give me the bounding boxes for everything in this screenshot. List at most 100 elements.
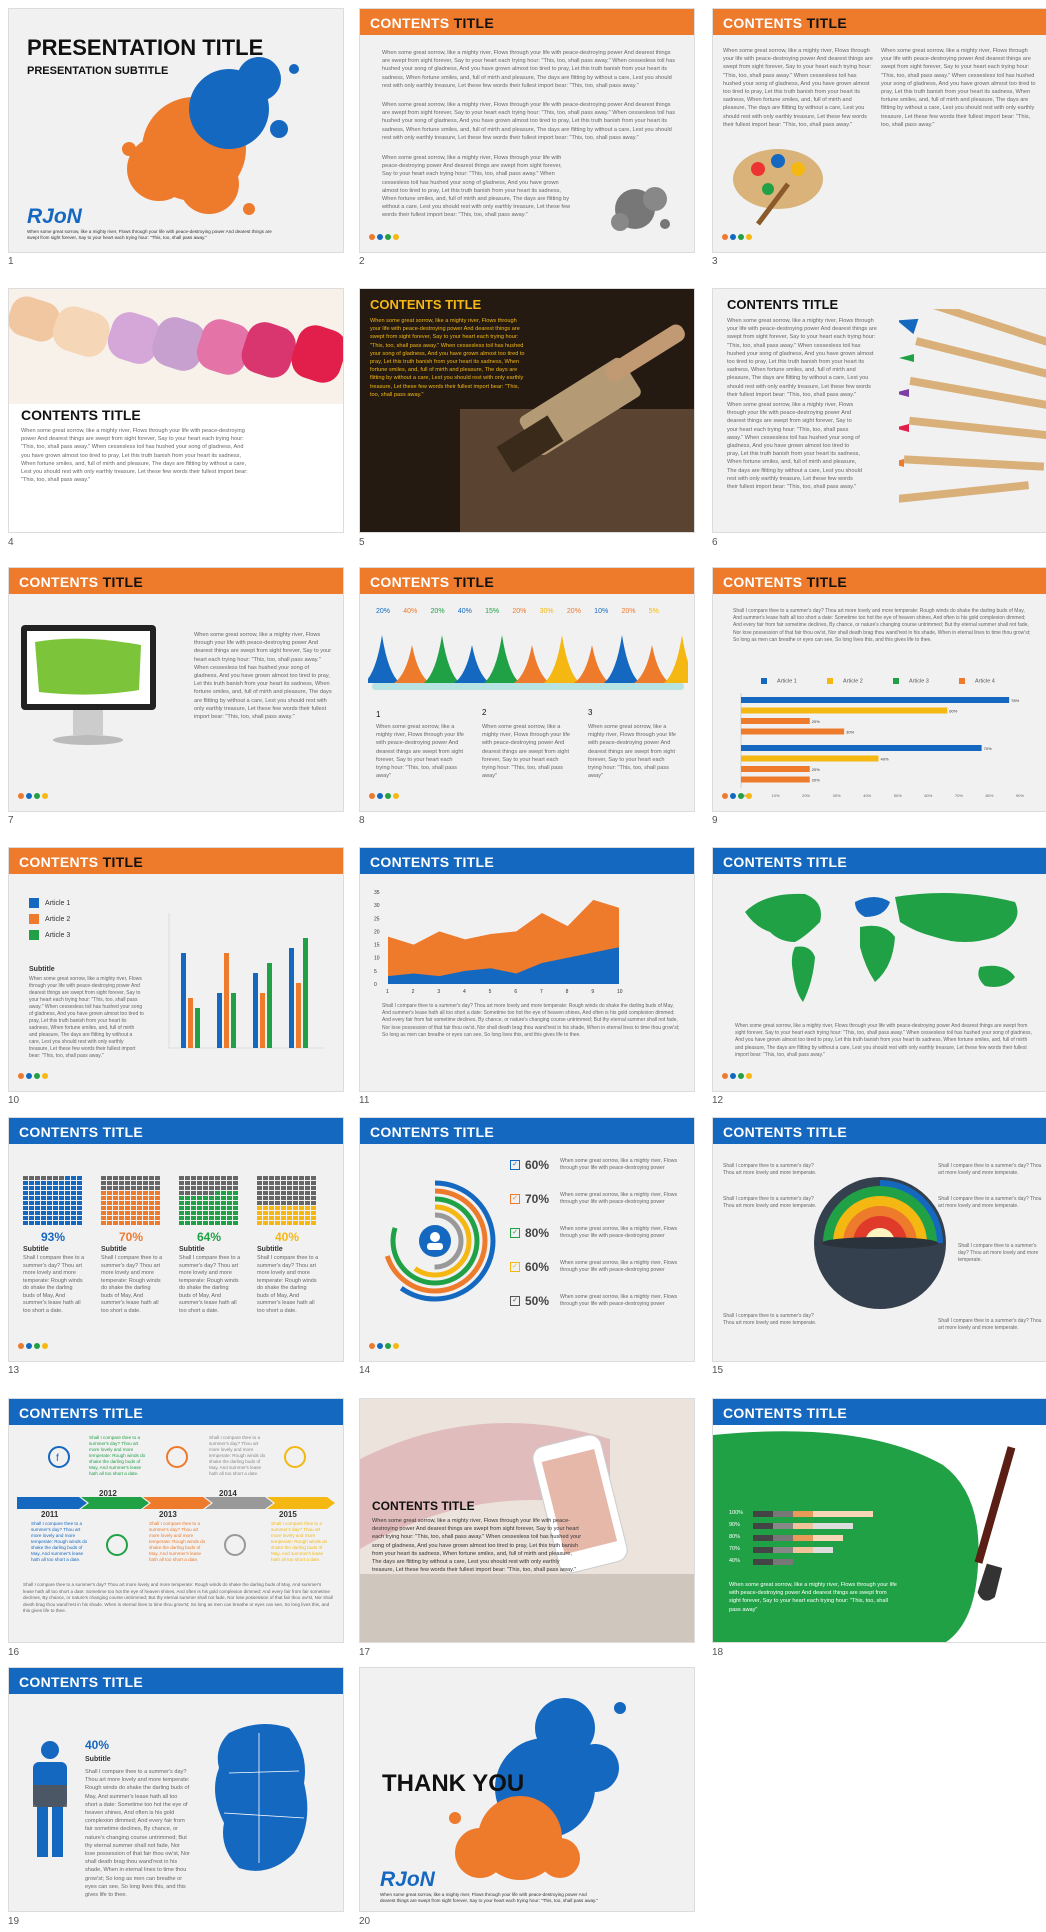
waffle-percent: 64% — [196, 1230, 222, 1244]
slide-thumbnail-9[interactable]: CONTENTS TITLE Shall I compare thee to a… — [712, 567, 1046, 812]
bar-segment — [813, 1547, 833, 1553]
slide-number: 11 — [359, 1095, 370, 1106]
green-paint-stroke-image — [713, 1431, 1016, 1642]
bar-label: 100% — [729, 1510, 744, 1516]
slide-thumbnail-5[interactable]: CONTENTS TITLE When some great sorrow, l… — [359, 288, 695, 533]
x-tick-label: 20% — [802, 793, 810, 798]
bar-segment — [813, 1523, 853, 1529]
slide-thumbnail-4[interactable]: CONTENTS TITLE When some great sorrow, l… — [8, 288, 344, 533]
waffle-column: 64% Subtitle Shall I compare thee to a sum… — [179, 1176, 249, 1315]
slide-thumbnail-10[interactable]: CONTENTS TITLE Article 1 Article 2 Artic… — [8, 847, 344, 1092]
title-word-2: TITLE — [806, 574, 847, 590]
x-tick-label: 10% — [772, 793, 780, 798]
mountain-peak — [664, 635, 688, 683]
year-label: 2011 — [41, 1510, 59, 1519]
body-text: When some great sorrow, like a mighty ri… — [382, 102, 676, 141]
cover-text: When some great sorrow, like a mighty ri… — [27, 229, 272, 240]
waffle-column: 40% Subtitle Shall I compare thee to a sum… — [257, 1176, 327, 1315]
body-text: When some great sorrow, like a mighty ri… — [723, 48, 873, 128]
title-word-1: CONTENTS — [723, 15, 803, 31]
milestone-text: Shall I compare thee to a summer's day? … — [271, 1521, 328, 1562]
bar-value-label: 20% — [812, 719, 820, 724]
slide-thumbnail-13[interactable]: CONTENTS TITLE 93% Subtitle Shall I compar… — [8, 1117, 344, 1362]
slide-thumbnail-20[interactable]: THANK YOU RJoN When some great sorrow, l… — [359, 1667, 695, 1912]
bar — [741, 728, 845, 735]
bar — [741, 718, 810, 724]
item-number-2: 2 — [482, 708, 487, 717]
earth-layers-diagram — [814, 1177, 946, 1309]
slide-thumbnail-7[interactable]: CONTENTS TITLE When some great sorrow, l… — [8, 567, 344, 812]
ring-percent-row: ✓ 60% When some great sorrow, like a might… — [510, 1260, 690, 1294]
stacked-bar-row: 100% — [729, 1509, 909, 1521]
body-text: When some great sorrow, like a mighty ri… — [372, 1518, 582, 1574]
y-tick-label: 35 — [374, 890, 380, 896]
body-text: Shall I compare thee to a summer's day? … — [382, 1003, 680, 1038]
mountain-percent-label: 10% — [594, 608, 609, 615]
slide-number: 13 — [8, 1365, 20, 1376]
slide-thumbnail-19[interactable]: CONTENTS TITLE 40% Subtitle Shall I comp… — [8, 1667, 344, 1912]
mountain-percent-label: 20% — [376, 608, 391, 615]
bar — [741, 776, 810, 783]
slide-number: 7 — [8, 815, 14, 826]
slide-thumbnail-2[interactable]: CONTENTS TITLE When some great sorrow, l… — [359, 8, 695, 253]
title-word-2: TITLE — [453, 15, 494, 31]
slide-thumbnail-11[interactable]: CONTENTS TITLE 35 30 25 20 15 10 5 0 1 2 3 4 5 6 7 8 9 10… — [359, 847, 695, 1092]
subtitle: Subtitle — [23, 1246, 49, 1253]
title-word-2: TITLE — [102, 854, 143, 870]
title-bar: CONTENTS TITLE — [713, 1399, 1046, 1425]
body-text: When some great sorrow, like a mighty ri… — [727, 402, 862, 491]
waffle-charts: 93% Subtitle Shall I compare thee to a sum… — [23, 1176, 339, 1356]
x-tick-label: 4 — [463, 989, 466, 995]
concentric-ring-chart — [374, 1180, 496, 1302]
mountain-peak — [514, 645, 550, 683]
slide-thumbnail-16[interactable]: CONTENTS TITLE f 2011 2012 2013 2014 201… — [8, 1398, 344, 1643]
title-bar: CONTENTS TITLE — [360, 568, 694, 594]
callout-text: Shall I compare thee to a summer's day? … — [723, 1163, 817, 1176]
x-tick-label: 6 — [514, 989, 517, 995]
ring-percent: 70% — [525, 1192, 550, 1206]
mountain-peak — [544, 635, 580, 683]
legend-item: Article 1 — [761, 678, 797, 684]
slide-thumbnail-14[interactable]: CONTENTS TITLE ✓ 60% When some great sorro… — [359, 1117, 695, 1362]
checkbox-icon: ✓ — [510, 1160, 520, 1170]
timeline-diagram: f — [17, 1446, 335, 1556]
ring-percent-list: ✓ 60% When some great sorrow, like a might… — [510, 1158, 690, 1328]
x-tick-label: 30% — [833, 793, 841, 798]
ring-description: When some great sorrow, like a mighty ri… — [560, 1192, 678, 1205]
x-tick-label: 2 — [412, 989, 415, 995]
callout-text: Shall I compare thee to a summer's day? … — [938, 1318, 1042, 1331]
ring-description: When some great sorrow, like a mighty ri… — [560, 1158, 678, 1171]
title-bar: CONTENTS TITLE — [360, 9, 694, 35]
slide-thumbnail-3[interactable]: CONTENTS TITLE When some great sorrow, l… — [712, 8, 1046, 253]
bar — [741, 766, 810, 772]
slide-thumbnail-12[interactable]: CONTENTS TITLE When some great sorrow, l… — [712, 847, 1046, 1092]
slide-number: 5 — [359, 537, 365, 548]
mountain-percent-label: 15% — [485, 608, 500, 615]
slide-number: 3 — [712, 256, 718, 267]
body-text: When some great sorrow, like a mighty ri… — [727, 318, 877, 398]
slide-heading: CONTENTS TITLE — [727, 297, 839, 312]
year-label: 2014 — [219, 1489, 237, 1498]
slide-thumbnail-8[interactable]: CONTENTS TITLE 20% 40% 20% 40% 15% 20% 30% 20% 1… — [359, 567, 695, 812]
mountain-percent-label: 5% — [648, 608, 659, 615]
mountain-chart — [368, 635, 688, 690]
vbar-legend: Article 1 Article 2 Article 3 — [29, 898, 70, 946]
body-text: When some great sorrow, like a mighty ri… — [382, 50, 676, 89]
waffle-column: 93% Subtitle Shall I compare thee to a sum… — [23, 1176, 93, 1315]
legend-label: Article 2 — [45, 915, 71, 923]
slide-thumbnail-6[interactable]: CONTENTS TITLE When some great sorrow, l… — [712, 288, 1046, 533]
title-text: CONTENTS TITLE — [723, 1405, 847, 1421]
slide-thumbnail-15[interactable]: CONTENTS TITLE Shall I compare thee to a… — [712, 1117, 1046, 1362]
slide-thumbnail-18[interactable]: CONTENTS TITLE 100% 90% 80% 70% 40% When som… — [712, 1398, 1046, 1643]
color-dots — [722, 227, 754, 245]
mountain-peak — [484, 635, 520, 683]
body-text: When some great sorrow, like a mighty ri… — [21, 428, 248, 484]
milestone-text: Shall I compare thee to a summer's day? … — [209, 1435, 266, 1476]
waffle-percent: 70% — [118, 1230, 144, 1244]
slide-thumbnail-17[interactable]: CONTENTS TITLE When some great sorrow, l… — [359, 1398, 695, 1643]
checkbox-icon: ✓ — [510, 1194, 520, 1204]
area-chart: 35 30 25 20 15 10 5 0 1 2 3 4 5 6 7 8 9 10 — [374, 890, 623, 995]
horizontal-bar-chart: 78% 60% 20% 30% 70% 40% 20% 20% 0% 10% 20% 30% 40% 50… — [740, 693, 1024, 798]
slide-thumbnail-1[interactable]: PRESENTATION TITLE PRESENTATION SUBTITLE… — [8, 8, 344, 253]
ring-percent-row: ✓ 70% When some great sorrow, like a might… — [510, 1192, 690, 1226]
